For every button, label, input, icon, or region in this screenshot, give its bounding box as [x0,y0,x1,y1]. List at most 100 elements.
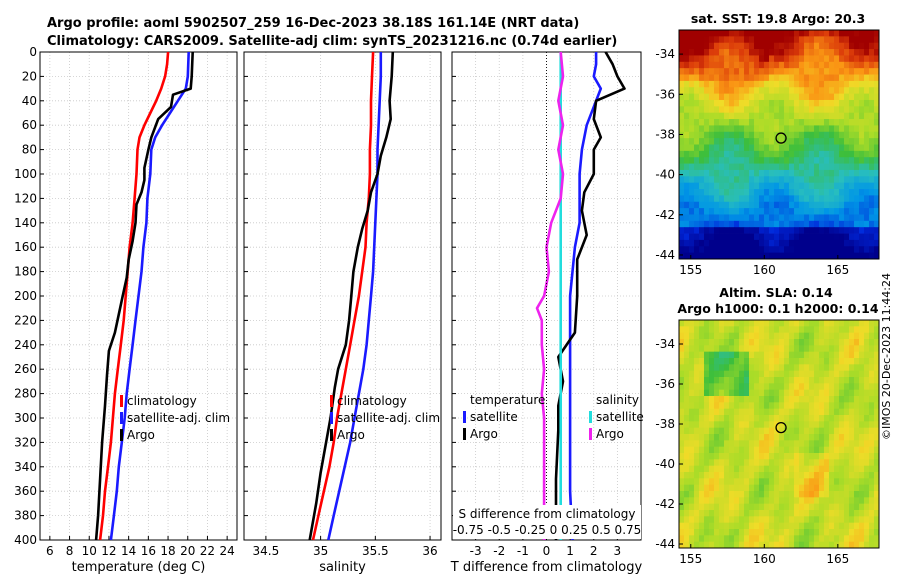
map-cell [699,446,705,454]
map-cell [734,421,740,429]
map-cell [679,112,685,120]
map-cell [754,408,760,416]
map-cell [824,119,830,126]
map-cell [714,239,720,247]
x-tick-label: 3 [614,544,622,558]
map-cell [769,182,775,190]
map-cell [789,503,795,511]
y-tick-label: -42 [655,497,675,511]
map-cell [739,99,745,107]
map-cell [874,144,880,152]
map-cell [719,339,725,346]
map-cell [834,516,840,524]
map-cell [769,522,775,530]
map-cell [724,522,730,530]
map-cell [849,472,855,479]
map-cell [819,36,825,44]
map-cell [689,68,695,75]
map-cell [844,484,850,492]
map-cell [844,93,850,101]
map-cell [789,434,795,441]
map-cell [829,446,835,454]
map-cell [769,389,775,397]
map-cell [754,30,760,37]
map-cell [704,427,710,435]
map-cell [689,446,695,454]
map-cell [704,106,710,114]
map-cell [709,491,715,498]
map-cell [704,42,710,50]
map-cell [744,446,750,454]
map-cell [874,421,880,429]
x-tick-label: 165 [826,552,849,566]
map-cell [839,446,845,454]
legend-heading-temperature: temperature [470,393,545,407]
map-cell [694,510,700,517]
map-cell [679,80,685,88]
map-cell [779,233,785,241]
map-cell [869,459,875,467]
map-cell [814,36,820,44]
map-cell [679,491,685,498]
map-cell [724,389,730,397]
map-cell [729,383,735,391]
map-cell [684,541,690,549]
map-cell [749,182,755,190]
map-cell [734,36,740,44]
map-cell [874,535,880,543]
map-cell [844,320,850,327]
map-cell [679,169,685,177]
map-cell [859,68,865,75]
map-cell [819,55,825,63]
map-cell [844,169,850,177]
map-cell [749,138,755,145]
map-cell [729,157,735,164]
map-cell [754,516,760,524]
map-cell [779,99,785,107]
map-cell [719,529,725,536]
map-cell [784,402,790,410]
map-cell [829,364,835,372]
map-cell [839,332,845,340]
map-cell [704,227,710,234]
map-cell [764,510,770,517]
map-cell [719,208,725,215]
map-cell [859,80,865,88]
map-cell [719,320,725,327]
map-cell [729,510,735,517]
map-cell [709,169,715,177]
map-cell [779,112,785,120]
map-cell [759,233,765,241]
map-cell [744,112,750,120]
map-cell [839,465,845,473]
map-cell [779,138,785,145]
map-cell [789,195,795,203]
map-cell [809,345,815,353]
map-cell [814,125,820,133]
map-cell [869,30,875,37]
map-cell [824,214,830,222]
map-cell [729,201,735,209]
map-cell [844,332,850,340]
map-cell [854,320,860,327]
map-cell [859,408,865,416]
map-cell [729,415,735,422]
map-cell [724,358,730,365]
map-cell [809,80,815,88]
map-cell [829,195,835,203]
map-cell [854,169,860,177]
map-cell [869,408,875,416]
map-cell [694,49,700,56]
map-cell [684,421,690,429]
map-cell [734,220,740,228]
map-cell [829,484,835,492]
map-cell [834,453,840,460]
map-cell [804,246,810,254]
map-title: sat. SST: 19.8 Argo: 20.3 [691,11,865,26]
map-cell [729,434,735,441]
map-cell [704,339,710,346]
map-cell [764,176,770,184]
map-cell [759,252,765,260]
map-cell [759,176,765,184]
map-cell [709,320,715,327]
